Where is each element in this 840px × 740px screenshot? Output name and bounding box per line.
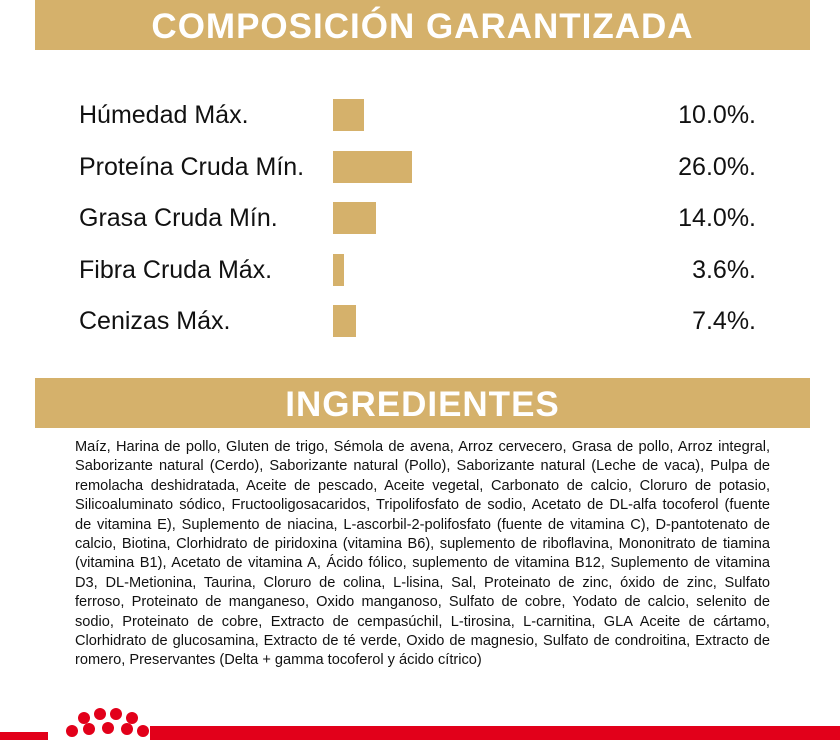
nutrient-label: Proteína Cruda Mín. <box>79 152 305 181</box>
nutrient-value: 7.4%. <box>692 307 756 335</box>
ingredients-text: Maíz, Harina de pollo, Gluten de trigo, … <box>75 439 770 669</box>
composition-row: Húmedad Máx. 10.0%. <box>0 98 840 132</box>
nutrient-bar <box>333 150 413 183</box>
nutrient-label: Cenizas Máx. <box>79 307 231 335</box>
composition-row: Cenizas Máx. 7.4%. <box>0 304 840 338</box>
nutrient-label: Grasa Cruda Mín. <box>79 204 278 232</box>
footer-line <box>0 732 48 740</box>
nutrient-value: 3.6%. <box>692 255 756 284</box>
nutrient-bar <box>333 253 344 286</box>
logo <box>66 708 149 737</box>
footer-line <box>150 726 840 740</box>
nutrient-bar <box>333 305 356 337</box>
composition-title: COMPOSICIÓN GARANTIZADA <box>35 0 810 50</box>
nutrient-value: 26.0%. <box>678 152 756 181</box>
nutrient-value: 14.0%. <box>678 204 756 232</box>
nutrient-bar <box>333 99 364 131</box>
composition-row: Fibra Cruda Máx. 3.6%. <box>0 253 840 287</box>
composition-row: Proteína Cruda Mín. 26.0%. <box>0 150 840 184</box>
nutrient-value: 10.0%. <box>678 101 756 129</box>
nutrient-bar <box>333 202 376 234</box>
nutrient-label: Fibra Cruda Máx. <box>79 255 273 284</box>
composition-row: Grasa Cruda Mín. 14.0%. <box>0 201 840 235</box>
nutrient-label: Húmedad Máx. <box>79 101 249 129</box>
ingredients-title: INGREDIENTES <box>35 378 810 428</box>
